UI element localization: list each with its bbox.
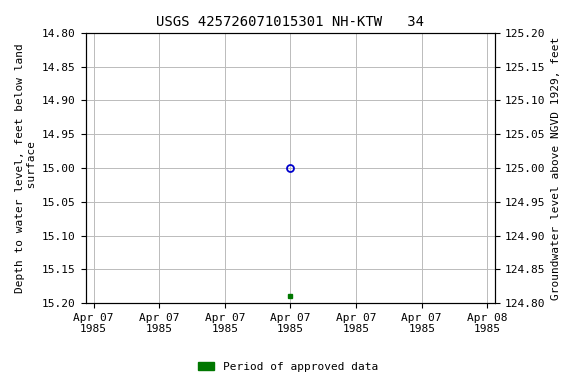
Legend: Period of approved data: Period of approved data [193,358,383,377]
Title: USGS 425726071015301 NH-KTW   34: USGS 425726071015301 NH-KTW 34 [157,15,425,29]
Y-axis label: Groundwater level above NGVD 1929, feet: Groundwater level above NGVD 1929, feet [551,36,561,300]
Y-axis label: Depth to water level, feet below land
 surface: Depth to water level, feet below land su… [15,43,37,293]
